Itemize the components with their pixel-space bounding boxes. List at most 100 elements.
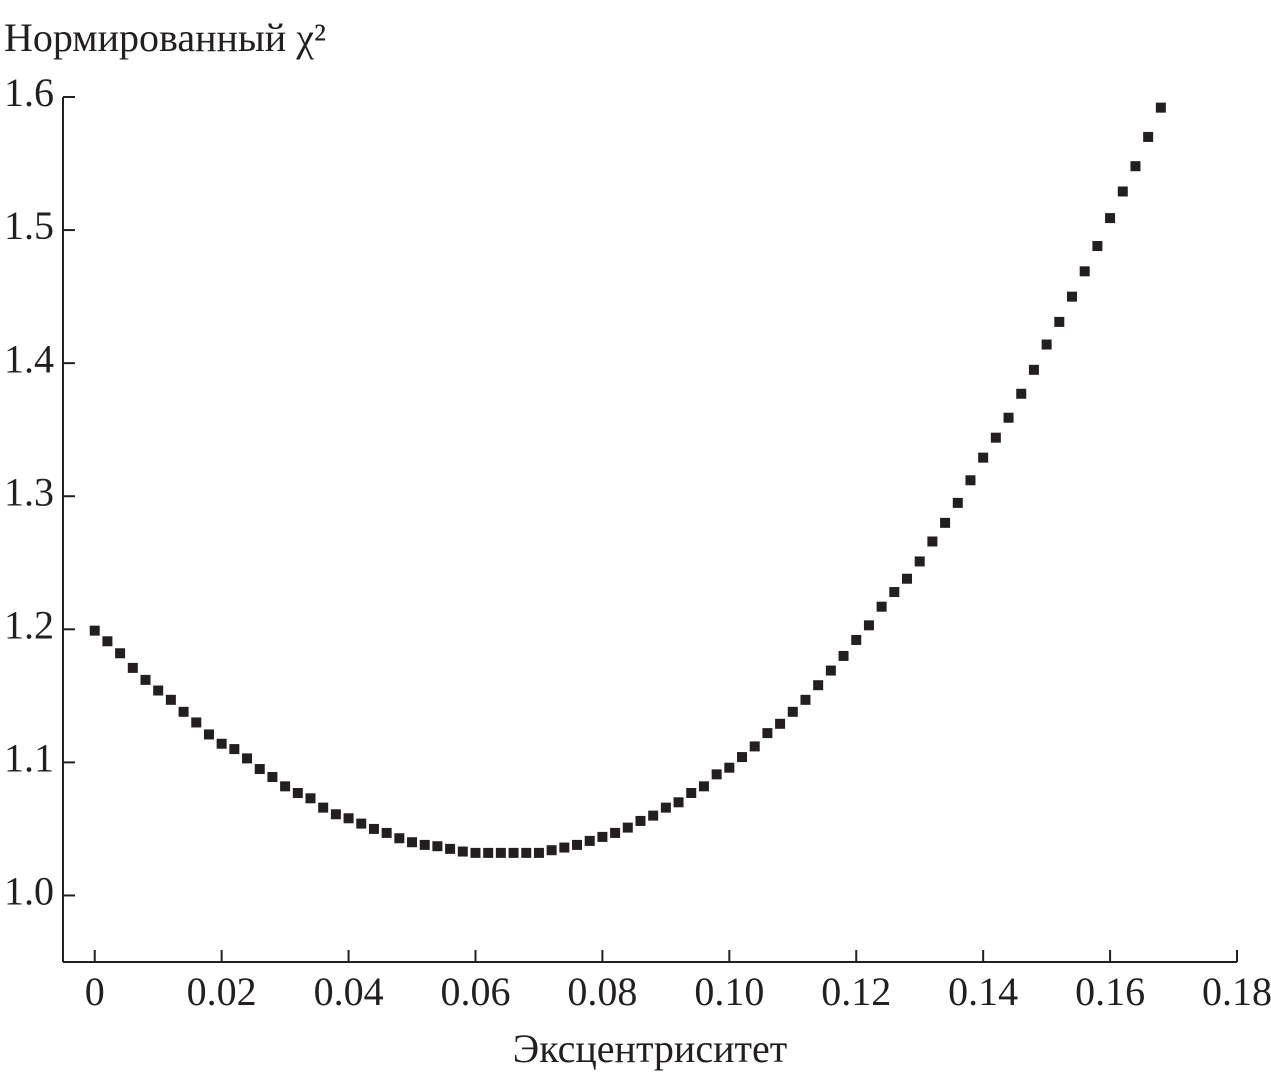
data-point [89,625,100,636]
x-tick-label: 0.12 [821,969,891,1014]
data-point [673,797,684,808]
data-point [648,810,659,821]
data-point [292,787,303,798]
data-point [419,839,430,850]
y-tick-label: 1.1 [4,736,54,781]
data-point [711,769,722,780]
data-point [990,432,1001,443]
data-point [813,680,824,691]
data-point [318,802,329,813]
y-tick-label: 1.4 [4,336,54,381]
data-point [889,587,900,598]
x-tick-label: 0.10 [694,969,764,1014]
y-tick-label: 1.3 [4,469,54,514]
x-tick-label: 0.06 [440,969,510,1014]
data-point [597,831,608,842]
data-point [216,738,227,749]
data-point [876,601,887,612]
data-point [1130,161,1141,172]
data-point [635,815,646,826]
data-point [559,842,570,853]
data-point [394,833,405,844]
data-point [343,813,354,824]
data-point [546,845,557,856]
data-point [140,674,151,685]
data-point [1041,339,1052,350]
data-point [686,787,697,798]
data-point [800,694,811,705]
data-point [1105,213,1116,224]
data-point [863,620,874,631]
data-point [952,497,963,508]
y-tick-label: 1.6 [4,70,54,115]
data-point [622,822,633,833]
data-point [508,847,519,858]
x-tick-label: 0.04 [314,969,384,1014]
data-point [660,802,671,813]
x-tick-label: 0 [85,969,105,1014]
y-axis-label: Нормированный χ² [4,15,326,60]
data-point [775,718,786,729]
data-point [584,835,595,846]
data-point [203,729,214,740]
data-point [572,839,583,850]
data-point [825,665,836,676]
data-point [851,634,862,645]
data-point [305,793,316,804]
data-point [229,744,240,755]
data-point [749,741,760,752]
data-point [356,818,367,829]
y-tick-label: 1.0 [4,869,54,914]
x-tick-label: 0.02 [187,969,257,1014]
data-point [267,772,278,783]
data-point [838,650,849,661]
data-point [102,636,113,647]
data-point [115,648,126,659]
data-point [1092,241,1103,252]
x-tick-label: 0.08 [567,969,637,1014]
data-point [330,809,341,820]
data-point [1079,266,1090,277]
data-point [242,753,253,764]
data-point [737,752,748,763]
data-point [432,841,443,852]
data-point [724,762,735,773]
data-point [1117,186,1128,197]
data-point [1143,131,1154,142]
data-point [1067,291,1078,302]
data-point [787,706,798,717]
data-point [165,694,176,705]
data-point [762,728,773,739]
data-point [1054,316,1065,327]
data-point [368,823,379,834]
x-tick-label: 0.16 [1075,969,1145,1014]
data-point [902,573,913,584]
data-point [698,781,709,792]
data-point [381,827,392,838]
data-point [153,685,164,696]
data-point [521,847,532,858]
data-point [533,847,544,858]
data-point [407,837,418,848]
data-point [1016,388,1027,399]
data-point [445,843,456,854]
y-tick-label: 1.5 [4,203,54,248]
x-tick-label: 0.18 [1202,969,1271,1014]
data-point [927,536,938,547]
x-axis-label: Эксцентриситет [513,1026,787,1071]
data-point [127,662,138,673]
data-point [280,781,291,792]
data-point [610,827,621,838]
data-point [178,706,189,717]
data-point [914,556,925,567]
y-tick-label: 1.2 [4,602,54,647]
data-point [495,847,506,858]
data-point [940,517,951,528]
data-point [965,475,976,486]
data-point [191,717,202,728]
data-point [978,452,989,463]
data-point [1003,412,1014,423]
x-tick-label: 0.14 [948,969,1018,1014]
data-point [470,847,481,858]
